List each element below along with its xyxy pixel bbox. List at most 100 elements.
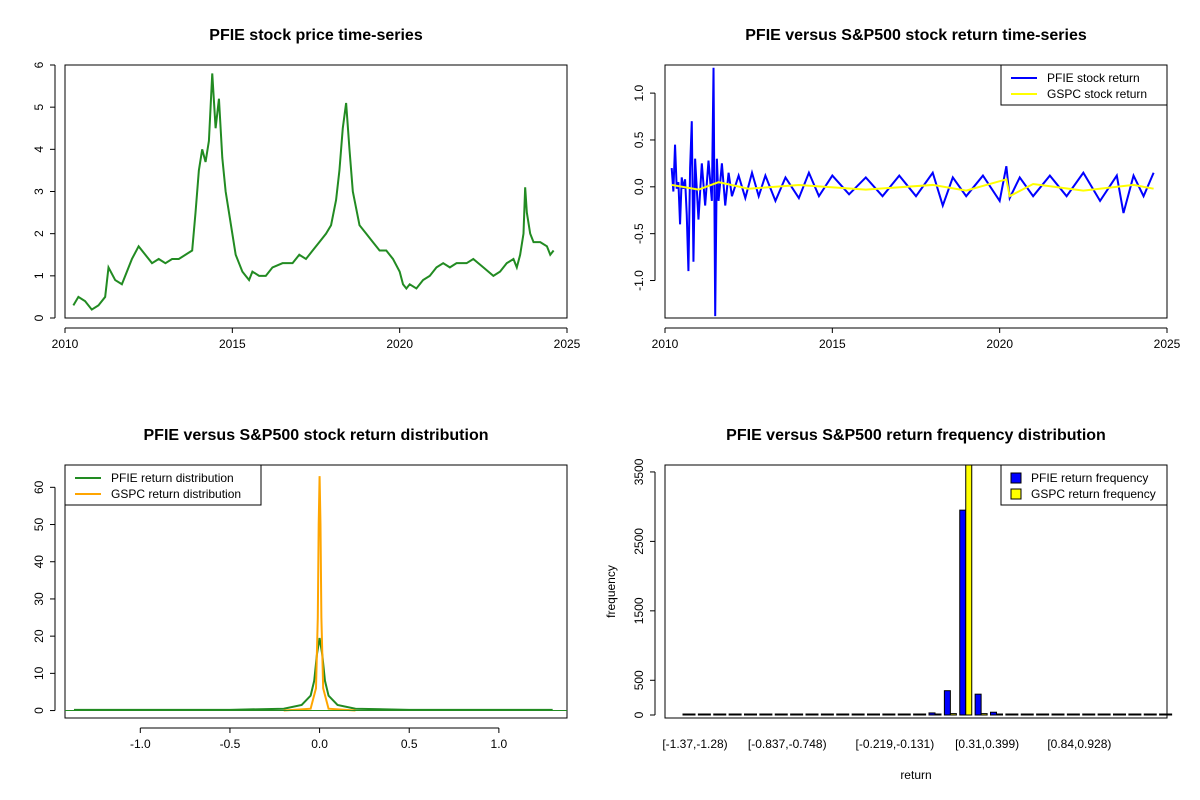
chart-panel-3: PFIE versus S&P500 stock return distribu… [32, 427, 568, 751]
bar [1066, 713, 1074, 716]
bar [796, 713, 804, 716]
chart-panel-2: PFIE versus S&P500 stock return time-ser… [632, 27, 1181, 351]
x-tick-label: [-1.37,-1.28) [662, 737, 727, 751]
series-line-2 [283, 476, 356, 712]
chart-title: PFIE versus S&P500 stock return distribu… [144, 427, 489, 444]
chart-title: PFIE versus S&P500 stock return time-ser… [745, 27, 1087, 44]
series-line-2 [671, 178, 1154, 198]
bar [1057, 713, 1065, 716]
bar [682, 713, 690, 716]
legend-label: GSPC return frequency [1031, 487, 1156, 501]
y-tick-label: 2 [32, 230, 46, 237]
bar [943, 690, 951, 716]
bar [1036, 713, 1044, 716]
bar [1143, 713, 1151, 716]
bar [805, 713, 813, 716]
bar [820, 713, 828, 716]
bar [934, 713, 942, 716]
bar [790, 713, 798, 716]
plot-frame [664, 464, 1168, 719]
legend-swatch [1010, 488, 1022, 500]
bar [842, 713, 850, 716]
bar [734, 713, 742, 716]
y-tick-label: -1.0 [632, 270, 646, 291]
y-tick-label: 20 [32, 629, 46, 643]
y-tick-label: 6 [32, 61, 46, 68]
series-line-1 [670, 67, 1155, 317]
bar [867, 713, 874, 716]
y-axis: 0 10 20 30 40 50 60 [32, 480, 56, 714]
y-tick-label: -0.5 [632, 223, 646, 244]
legend: PFIE return frequency GSPC return frequen… [1000, 464, 1168, 506]
y-tick-label: 30 [32, 592, 46, 606]
bar [1113, 713, 1120, 716]
bar [697, 713, 705, 716]
y-tick-label: 0.0 [632, 178, 646, 195]
bar [1042, 713, 1050, 716]
bar [1149, 713, 1157, 716]
bar [919, 713, 927, 716]
x-tick-label: 0.5 [401, 737, 418, 751]
bar [888, 713, 896, 716]
bar [744, 713, 751, 716]
x-axis: 2010 2015 2020 2025 [52, 327, 581, 351]
y-tick-label: 3500 [632, 458, 646, 485]
x-tick-label: 0.0 [311, 737, 328, 751]
legend-box [1000, 64, 1168, 106]
bar [688, 713, 696, 716]
bar [750, 713, 757, 716]
bar [913, 713, 921, 716]
y-axis: -1.0 -0.5 0.0 0.5 1.0 [632, 84, 656, 291]
series-line-1 [72, 73, 555, 311]
x-tick-label: 1.0 [491, 737, 508, 751]
y-axis-label: frequency [604, 565, 618, 618]
bar [873, 713, 880, 716]
bar [1088, 713, 1096, 716]
bar [974, 693, 982, 716]
x-axis: -1.0 -0.5 0.0 0.5 1.0 [130, 727, 508, 751]
x-tick-label: 2010 [52, 337, 79, 351]
bar [1128, 713, 1136, 716]
chart-title: PFIE stock price time-series [209, 27, 423, 44]
bars [682, 464, 1173, 716]
plot-frame [64, 64, 568, 319]
x-tick-label: [0.31,0.399) [955, 737, 1019, 751]
bar [949, 713, 957, 716]
bar [811, 713, 819, 716]
bar [1020, 713, 1028, 716]
bar [759, 713, 767, 716]
bar [882, 713, 890, 716]
bar [713, 713, 721, 716]
legend-label: PFIE return distribution [111, 471, 234, 485]
legend-box [1000, 464, 1168, 506]
y-tick-label: 0 [32, 314, 46, 321]
bar [903, 713, 911, 716]
bar [1026, 713, 1034, 716]
bar [980, 713, 988, 716]
bar [1097, 713, 1105, 716]
y-tick-label: 50 [32, 518, 46, 532]
series-line-1 [73, 637, 553, 711]
x-tick-label: 2025 [1154, 337, 1181, 351]
x-tick-label: [-0.219,-0.131) [856, 737, 935, 751]
legend-label: PFIE return frequency [1031, 471, 1148, 485]
legend-label: GSPC stock return [1047, 87, 1147, 101]
bar [1082, 713, 1090, 716]
y-tick-label: 0 [32, 707, 46, 714]
bar [1159, 713, 1167, 716]
y-tick-label: 10 [32, 666, 46, 680]
bar [965, 464, 973, 716]
bar [1005, 713, 1013, 716]
y-tick-label: 0.5 [632, 131, 646, 148]
bar [851, 713, 859, 716]
y-axis: 0 1 2 3 4 5 6 [32, 61, 56, 321]
bar [959, 509, 967, 716]
chart-panel-1: PFIE stock price time-series 2010 2015 2020… [32, 27, 581, 351]
y-tick-label: 1.0 [632, 84, 646, 101]
bar [1103, 713, 1111, 716]
bar [1134, 713, 1142, 716]
x-tick-label: 2020 [986, 337, 1013, 351]
x-tick-label: -0.5 [220, 737, 241, 751]
bar [928, 712, 936, 716]
